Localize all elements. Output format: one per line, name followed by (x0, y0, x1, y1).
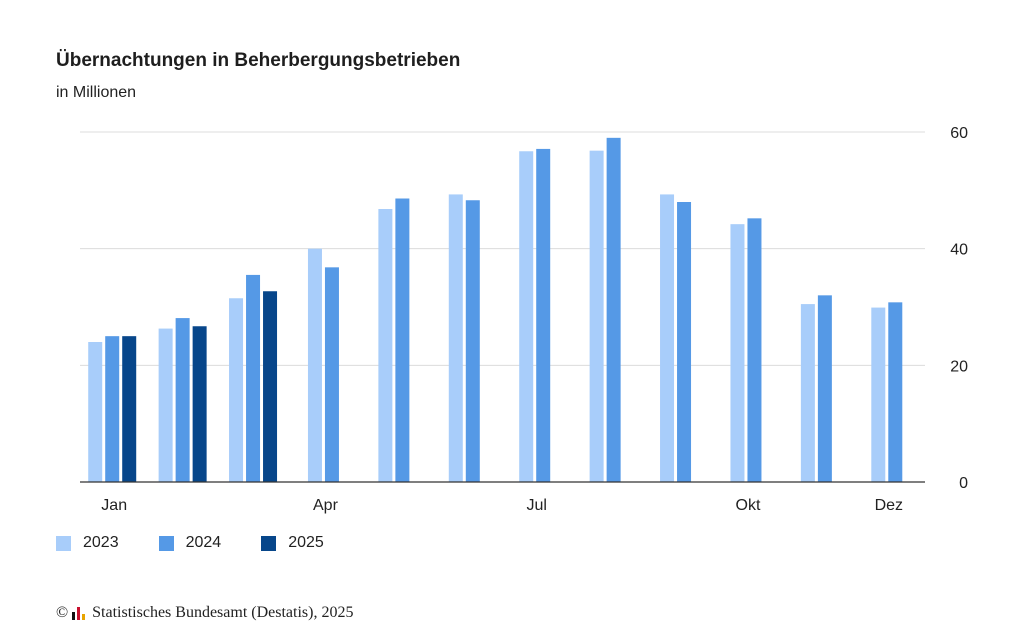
bar-2024-mär (246, 274, 261, 482)
bar-2025-mär (263, 291, 278, 482)
chart-subtitle: in Millionen (56, 84, 137, 101)
legend-swatch-2024 (158, 535, 174, 551)
legend-label-2025: 2025 (288, 534, 324, 551)
bar-2024-mai (395, 198, 410, 482)
y-tick-label-20: 20 (950, 358, 968, 375)
legend: 2023 2024 2025 (56, 534, 364, 552)
bar-2024-aug (606, 137, 621, 483)
bar-2025-feb (192, 326, 207, 482)
bar-2023-dez (871, 307, 886, 482)
source-credit: © Statistisches Bundesamt (Destatis), 20… (56, 604, 353, 622)
bar-2023-jul (519, 151, 534, 482)
bar-2023-mär (229, 298, 244, 482)
legend-swatch-2023 (56, 535, 71, 551)
x-tick-label-apr: Apr (313, 497, 339, 514)
bar-2024-jan (105, 336, 120, 482)
legend-label-2024: 2024 (185, 534, 222, 551)
bar-2023-aug (589, 150, 604, 482)
bar-2024-okt (747, 218, 762, 483)
legend-label-2023: 2023 (83, 534, 119, 551)
x-tick-label-dez: Dez (875, 497, 903, 514)
x-tick-label-jul: Jul (526, 497, 546, 514)
bar-2024-feb (175, 318, 190, 482)
y-tick-label-40: 40 (950, 242, 968, 259)
bar-2024-nov (817, 295, 832, 482)
bar-2023-okt (730, 224, 745, 482)
source-text: Statistisches Bundesamt (Destatis), 2025 (92, 604, 354, 621)
bar-2023-feb (158, 328, 173, 482)
legend-swatch-2025 (261, 535, 277, 551)
x-tick-label-okt: Okt (736, 497, 761, 514)
bar-2023-jan (88, 342, 103, 482)
chart-title: Übernachtungen in Beherbergungsbetrieben (56, 50, 461, 71)
copyright-symbol: © (56, 604, 69, 621)
bar-2024-dez (888, 302, 903, 482)
legend-item-2024[interactable]: 2024 (158, 534, 222, 552)
x-tick-label-jan: Jan (101, 497, 127, 514)
bar-2025-jan (122, 336, 137, 482)
bar-2023-nov (800, 304, 815, 482)
bar-2023-apr (307, 248, 322, 482)
legend-item-2023[interactable]: 2023 (56, 534, 119, 552)
y-tick-label-60: 60 (950, 125, 968, 142)
y-tick-label-0: 0 (959, 475, 968, 492)
bar-2024-jun (465, 200, 480, 482)
bar-2024-sep (677, 202, 692, 482)
bar-2023-mai (378, 209, 393, 482)
bar-2023-jun (448, 194, 463, 482)
bar-2023-sep (660, 194, 675, 482)
bar-2024-apr (324, 267, 339, 482)
legend-item-2025[interactable]: 2025 (261, 534, 324, 552)
destatis-logo-icon (72, 606, 86, 620)
bar-2024-jul (536, 148, 551, 482)
